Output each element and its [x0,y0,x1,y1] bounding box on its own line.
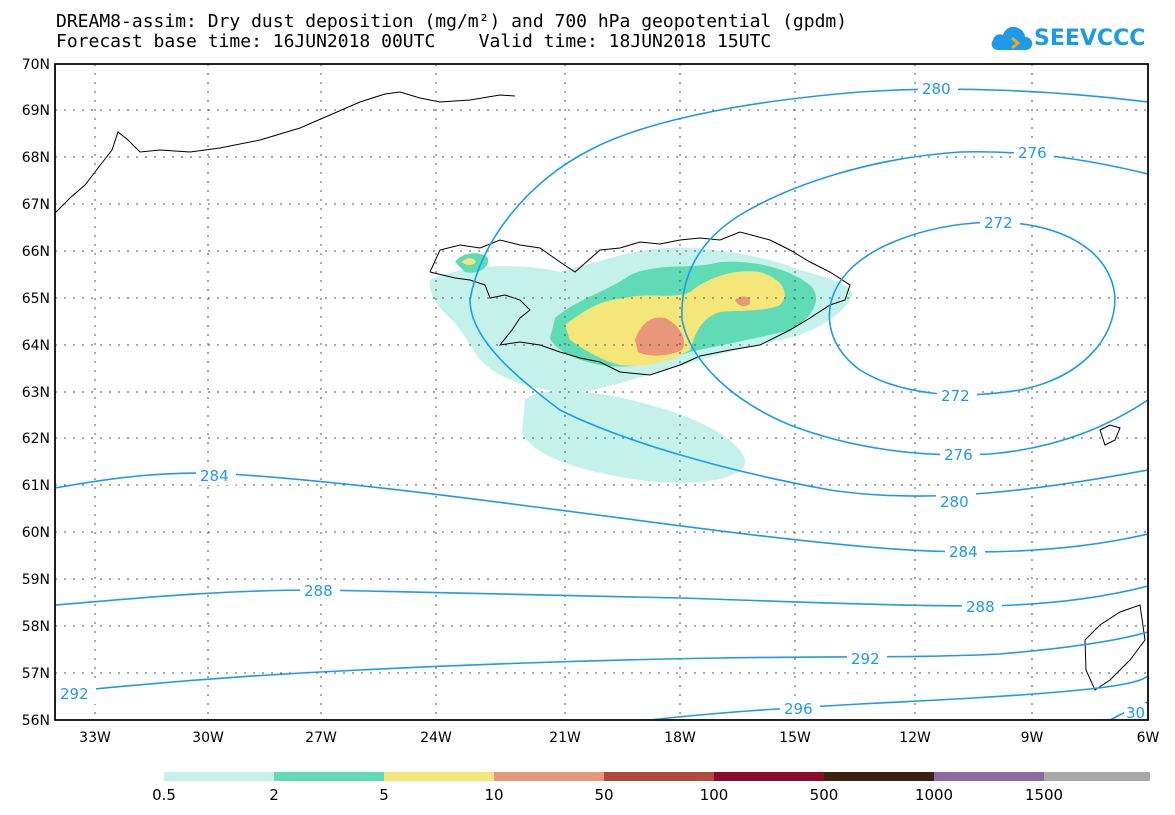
contour-292 [54,631,1149,694]
contour-label-292-west: 292 [60,685,89,703]
legend-label-0-5: 0.5 [152,786,176,804]
lon-label-21w: 21W [549,730,581,746]
legend-label-2: 2 [269,786,279,804]
contour-276 [681,150,1149,456]
latitude-labels: 70N 69N 68N 67N 66N 65N 64N 63N 62N 61N … [22,57,50,729]
dust-plume-south [522,390,746,483]
legend-swatch-5 [604,772,714,781]
contour-280 [469,88,1149,497]
legend-label-1500: 1500 [1025,786,1063,804]
lat-label-65n: 65N [22,291,50,307]
lat-label-66n: 66N [22,244,50,260]
legend-colorbar [164,772,1150,781]
map-title: DREAM8-assim: Dry dust deposition (mg/m²… [56,11,848,32]
lon-label-27w: 27W [305,730,337,746]
legend-label-10: 10 [484,786,503,804]
lat-label-69n: 69N [22,103,50,119]
lat-label-64n: 64N [22,338,50,354]
contour-label-284-west: 284 [200,467,229,485]
coastlines [55,91,1146,691]
contour-label-300-partial: 30 [1126,704,1145,722]
legend-label-100: 100 [700,786,729,804]
legend-label-500: 500 [810,786,839,804]
contour-272 [828,221,1116,396]
legend-label-50: 50 [594,786,613,804]
graticule [55,64,1148,720]
legend-swatch-7 [824,772,934,781]
legend-labels: 0.5 2 5 10 50 100 500 1000 1500 [152,786,1063,804]
contour-288 [54,585,1149,607]
lon-label-6w: 6W [1137,730,1160,746]
cloud-icon [991,26,1033,50]
lat-label-70n: 70N [22,57,50,73]
contour-label-276-south: 276 [944,446,973,464]
dust-spot-westfjords-yellow [462,258,476,265]
lat-label-67n: 67N [22,197,50,213]
contour-label-272-south: 272 [941,387,970,405]
lon-label-9w: 9W [1021,730,1044,746]
lon-label-15w: 15W [779,730,811,746]
contour-label-288-east: 288 [966,598,995,616]
logo-text: SEEVCCC [1034,26,1146,51]
legend-swatch-2 [274,772,384,781]
dust-deposition-field [429,247,852,483]
legend-swatch-4 [494,772,604,781]
lat-label-59n: 59N [22,572,50,588]
lat-label-58n: 58N [22,619,50,635]
lat-label-60n: 60N [22,525,50,541]
lat-label-63n: 63N [22,385,50,401]
contour-label-296: 296 [784,700,813,718]
legend-swatch-1 [164,772,274,781]
contour-296 [649,675,1149,721]
contour-label-284-east: 284 [949,543,978,561]
iceland-coast [429,231,851,376]
legend-label-5: 5 [379,786,389,804]
lat-label-56n: 56N [22,713,50,729]
lat-label-61n: 61N [22,478,50,494]
longitude-labels: 33W 30W 27W 24W 21W 18W 15W 12W 9W 6W [79,730,1159,746]
contour-label-280-north: 280 [922,80,951,98]
legend-swatch-9 [1044,772,1150,781]
lat-label-68n: 68N [22,150,50,166]
scotland-coast [1084,604,1146,691]
dust-spot-orange-small [735,296,751,307]
legend-swatch-6 [714,772,824,781]
contour-label-276-north: 276 [1018,144,1047,162]
contour-labels: 280 276 272 272 276 280 284 284 288 288 … [56,78,1146,722]
lon-label-30w: 30W [192,730,224,746]
dust-area-orange [635,317,685,356]
lon-label-33w: 33W [79,730,111,746]
legend-swatch-8 [934,772,1044,781]
seevccc-logo: SEEVCCC [990,18,1145,58]
legend-label-1000: 1000 [915,786,953,804]
faroe-islands [1099,424,1121,446]
greenland-coast [55,91,516,213]
lat-label-57n: 57N [22,666,50,682]
contour-label-280-south: 280 [940,493,969,511]
contour-label-272-north: 272 [984,214,1013,232]
lat-label-62n: 62N [22,431,50,447]
map-subtitle: Forecast base time: 16JUN2018 00UTC Vali… [56,31,772,52]
lon-label-18w: 18W [664,730,696,746]
legend-swatch-3 [384,772,494,781]
contour-label-288-west: 288 [304,582,333,600]
lon-label-24w: 24W [420,730,452,746]
dust-area-yellow [565,271,785,366]
contour-label-292-east: 292 [851,650,880,668]
lon-label-12w: 12W [899,730,931,746]
